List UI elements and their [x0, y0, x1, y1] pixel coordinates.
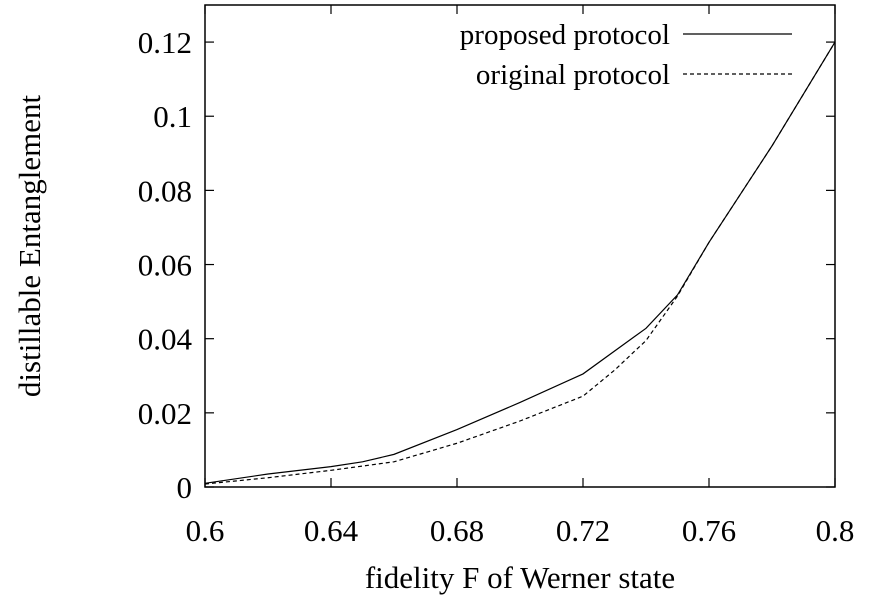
y-tick-label: 0.04: [138, 322, 193, 357]
x-tick-label: 0.6: [186, 513, 225, 548]
series-layer: [204, 41, 836, 485]
x-tick-label: 0.64: [304, 513, 359, 548]
y-tick-label: 0.08: [138, 173, 192, 208]
legend-label-proposed-protocol: proposed protocol: [460, 19, 670, 51]
legend: proposed protocol original protocol: [460, 19, 792, 91]
x-tick-label: 0.8: [816, 513, 855, 548]
plot-frame: [204, 4, 836, 488]
x-tick-label: 0.72: [556, 513, 610, 548]
y-axis-ticks: 0 0.02 0.04 0.06 0.08 0.1 0.12: [138, 25, 835, 505]
x-axis-title: fidelity F of Werner state: [365, 560, 675, 595]
legend-label-original-protocol: original protocol: [476, 59, 670, 91]
y-tick-label: 0.12: [138, 25, 192, 60]
y-tick-label: 0.1: [153, 99, 192, 134]
x-axis-ticks: 0.6 0.64 0.68 0.72 0.76 0.8: [186, 5, 855, 548]
y-tick-label: 0.02: [138, 396, 192, 431]
series-line-original-protocol: [204, 41, 836, 485]
x-tick-label: 0.68: [430, 513, 484, 548]
y-axis-title: distillable Entanglement: [12, 95, 47, 398]
series-line-proposed-protocol: [204, 41, 836, 484]
y-tick-label: 0: [177, 470, 193, 505]
y-tick-label: 0.06: [138, 248, 192, 283]
x-tick-label: 0.76: [682, 513, 736, 548]
